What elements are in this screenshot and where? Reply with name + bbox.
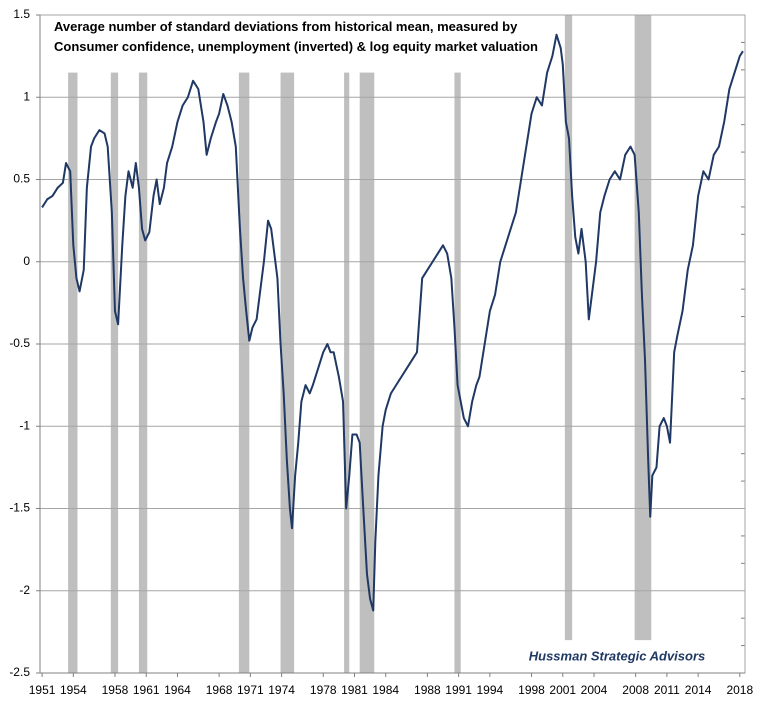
shaded-period bbox=[564, 15, 573, 641]
chart-title: Average number of standard deviations fr… bbox=[54, 19, 518, 34]
x-tick-label: 1961 bbox=[133, 683, 160, 697]
x-tick-label: 1971 bbox=[237, 683, 264, 697]
y-tick-label: 1 bbox=[23, 89, 30, 103]
x-tick-label: 1998 bbox=[518, 683, 545, 697]
x-tick-label: 2011 bbox=[654, 683, 680, 697]
y-tick-label: -0.5 bbox=[9, 336, 30, 350]
x-tick-label: 1951 bbox=[29, 683, 56, 697]
shaded-period bbox=[138, 72, 148, 673]
x-tick-label: 1981 bbox=[341, 683, 368, 697]
x-tick-label: 1964 bbox=[164, 683, 191, 697]
y-tick-label: -2 bbox=[19, 583, 30, 597]
x-tick-label: 1974 bbox=[268, 683, 295, 697]
y-tick-label: 1.5 bbox=[13, 7, 30, 21]
x-tick-label: 2001 bbox=[549, 683, 576, 697]
x-tick-label: 2014 bbox=[685, 683, 712, 697]
y-tick-label: 0.5 bbox=[13, 172, 30, 186]
x-tick-label: 1984 bbox=[372, 683, 399, 697]
x-tick-label: 2018 bbox=[726, 683, 753, 697]
x-tick-label: 1994 bbox=[477, 683, 504, 697]
y-tick-label: 0 bbox=[23, 254, 30, 268]
y-tick-label: -1 bbox=[19, 418, 30, 432]
x-tick-label: 1958 bbox=[102, 683, 129, 697]
shaded-period bbox=[344, 72, 350, 673]
annotation: Hussman Strategic Advisors bbox=[529, 648, 706, 663]
shaded-period bbox=[238, 72, 250, 673]
line-series bbox=[41, 33, 744, 612]
y-tick-label: -2.5 bbox=[9, 665, 30, 679]
chart-title: Consumer confidence, unemployment (inver… bbox=[54, 39, 538, 54]
shaded-period bbox=[68, 72, 78, 673]
x-tick-label: 1978 bbox=[310, 683, 337, 697]
x-tick-label: 2008 bbox=[622, 683, 649, 697]
y-tick-label: -1.5 bbox=[9, 501, 30, 515]
shaded-period bbox=[110, 72, 119, 673]
x-tick-label: 1954 bbox=[60, 683, 87, 697]
x-tick-label: 2004 bbox=[581, 683, 608, 697]
x-tick-label: 1968 bbox=[206, 683, 233, 697]
plot-area: 1.5 1 0.5 0 -0.5 -1 -1.5 -2 -2.5 1951 1954 1958 1961… bbox=[9, 7, 753, 697]
x-tick-label: 1988 bbox=[414, 683, 441, 697]
x-tick-label: 1991 bbox=[445, 683, 472, 697]
shaded-period bbox=[359, 72, 375, 673]
